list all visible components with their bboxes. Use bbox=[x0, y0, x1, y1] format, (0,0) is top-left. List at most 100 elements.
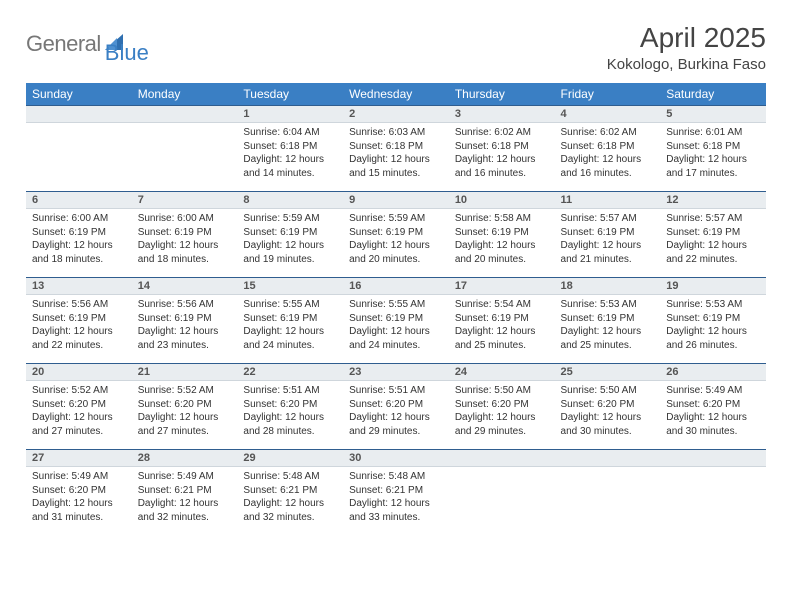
day-details: Sunrise: 5:49 AMSunset: 6:20 PMDaylight:… bbox=[660, 381, 766, 444]
day-number: 18 bbox=[555, 277, 661, 295]
sunrise-text: Sunrise: 5:48 AM bbox=[243, 470, 337, 484]
calendar-cell: 19Sunrise: 5:53 AMSunset: 6:19 PMDayligh… bbox=[660, 277, 766, 363]
sunset-text: Sunset: 6:18 PM bbox=[349, 140, 443, 154]
day-number: 2 bbox=[343, 105, 449, 123]
daylight-text: Daylight: 12 hours and 33 minutes. bbox=[349, 497, 443, 524]
calendar-cell: 24Sunrise: 5:50 AMSunset: 6:20 PMDayligh… bbox=[449, 363, 555, 449]
sunrise-text: Sunrise: 5:51 AM bbox=[349, 384, 443, 398]
calendar-cell: 23Sunrise: 5:51 AMSunset: 6:20 PMDayligh… bbox=[343, 363, 449, 449]
day-number: 9 bbox=[343, 191, 449, 209]
daylight-text: Daylight: 12 hours and 19 minutes. bbox=[243, 239, 337, 266]
daylight-text: Daylight: 12 hours and 20 minutes. bbox=[455, 239, 549, 266]
day-details: Sunrise: 5:49 AMSunset: 6:21 PMDaylight:… bbox=[132, 467, 238, 530]
sunrise-text: Sunrise: 5:55 AM bbox=[243, 298, 337, 312]
calendar-cell: 18Sunrise: 5:53 AMSunset: 6:19 PMDayligh… bbox=[555, 277, 661, 363]
sunset-text: Sunset: 6:20 PM bbox=[349, 398, 443, 412]
daylight-text: Daylight: 12 hours and 18 minutes. bbox=[32, 239, 126, 266]
day-details: Sunrise: 5:55 AMSunset: 6:19 PMDaylight:… bbox=[343, 295, 449, 358]
calendar-cell: 6Sunrise: 6:00 AMSunset: 6:19 PMDaylight… bbox=[26, 191, 132, 277]
calendar-week-row: 6Sunrise: 6:00 AMSunset: 6:19 PMDaylight… bbox=[26, 191, 766, 277]
sunset-text: Sunset: 6:18 PM bbox=[561, 140, 655, 154]
sunrise-text: Sunrise: 5:54 AM bbox=[455, 298, 549, 312]
weekday-header: Tuesday bbox=[237, 83, 343, 105]
daylight-text: Daylight: 12 hours and 20 minutes. bbox=[349, 239, 443, 266]
sunset-text: Sunset: 6:19 PM bbox=[561, 312, 655, 326]
day-details bbox=[26, 123, 132, 132]
day-number bbox=[660, 449, 766, 467]
sunset-text: Sunset: 6:21 PM bbox=[243, 484, 337, 498]
daylight-text: Daylight: 12 hours and 14 minutes. bbox=[243, 153, 337, 180]
day-details: Sunrise: 5:59 AMSunset: 6:19 PMDaylight:… bbox=[343, 209, 449, 272]
calendar-week-row: 13Sunrise: 5:56 AMSunset: 6:19 PMDayligh… bbox=[26, 277, 766, 363]
day-number: 29 bbox=[237, 449, 343, 467]
sunset-text: Sunset: 6:19 PM bbox=[243, 226, 337, 240]
sunrise-text: Sunrise: 5:53 AM bbox=[666, 298, 760, 312]
day-details: Sunrise: 6:02 AMSunset: 6:18 PMDaylight:… bbox=[555, 123, 661, 186]
calendar-cell: 9Sunrise: 5:59 AMSunset: 6:19 PMDaylight… bbox=[343, 191, 449, 277]
day-details: Sunrise: 6:04 AMSunset: 6:18 PMDaylight:… bbox=[237, 123, 343, 186]
sunrise-text: Sunrise: 5:53 AM bbox=[561, 298, 655, 312]
calendar-cell: 30Sunrise: 5:48 AMSunset: 6:21 PMDayligh… bbox=[343, 449, 449, 535]
day-number: 16 bbox=[343, 277, 449, 295]
calendar-cell: 10Sunrise: 5:58 AMSunset: 6:19 PMDayligh… bbox=[449, 191, 555, 277]
weekday-header-row: SundayMondayTuesdayWednesdayThursdayFrid… bbox=[26, 83, 766, 105]
sunset-text: Sunset: 6:19 PM bbox=[138, 226, 232, 240]
daylight-text: Daylight: 12 hours and 24 minutes. bbox=[243, 325, 337, 352]
day-number: 14 bbox=[132, 277, 238, 295]
daylight-text: Daylight: 12 hours and 29 minutes. bbox=[455, 411, 549, 438]
sunrise-text: Sunrise: 6:00 AM bbox=[138, 212, 232, 226]
sunrise-text: Sunrise: 5:55 AM bbox=[349, 298, 443, 312]
day-details: Sunrise: 6:01 AMSunset: 6:18 PMDaylight:… bbox=[660, 123, 766, 186]
sunset-text: Sunset: 6:21 PM bbox=[349, 484, 443, 498]
day-details: Sunrise: 5:50 AMSunset: 6:20 PMDaylight:… bbox=[449, 381, 555, 444]
sunset-text: Sunset: 6:19 PM bbox=[138, 312, 232, 326]
sunset-text: Sunset: 6:18 PM bbox=[243, 140, 337, 154]
calendar-cell bbox=[132, 105, 238, 191]
calendar-cell: 29Sunrise: 5:48 AMSunset: 6:21 PMDayligh… bbox=[237, 449, 343, 535]
day-details: Sunrise: 5:52 AMSunset: 6:20 PMDaylight:… bbox=[26, 381, 132, 444]
day-number: 20 bbox=[26, 363, 132, 381]
calendar-cell: 2Sunrise: 6:03 AMSunset: 6:18 PMDaylight… bbox=[343, 105, 449, 191]
calendar-body: 1Sunrise: 6:04 AMSunset: 6:18 PMDaylight… bbox=[26, 105, 766, 535]
calendar-cell bbox=[660, 449, 766, 535]
daylight-text: Daylight: 12 hours and 32 minutes. bbox=[138, 497, 232, 524]
calendar-cell: 13Sunrise: 5:56 AMSunset: 6:19 PMDayligh… bbox=[26, 277, 132, 363]
calendar-cell: 27Sunrise: 5:49 AMSunset: 6:20 PMDayligh… bbox=[26, 449, 132, 535]
daylight-text: Daylight: 12 hours and 22 minutes. bbox=[666, 239, 760, 266]
day-number: 22 bbox=[237, 363, 343, 381]
day-number: 12 bbox=[660, 191, 766, 209]
sunrise-text: Sunrise: 5:51 AM bbox=[243, 384, 337, 398]
calendar-cell bbox=[449, 449, 555, 535]
sunset-text: Sunset: 6:19 PM bbox=[455, 312, 549, 326]
weekday-header: Monday bbox=[132, 83, 238, 105]
sunset-text: Sunset: 6:19 PM bbox=[243, 312, 337, 326]
sunrise-text: Sunrise: 5:49 AM bbox=[138, 470, 232, 484]
calendar-cell: 3Sunrise: 6:02 AMSunset: 6:18 PMDaylight… bbox=[449, 105, 555, 191]
day-number: 23 bbox=[343, 363, 449, 381]
logo: General Blue bbox=[26, 22, 149, 66]
logo-text-blue: Blue bbox=[105, 40, 149, 65]
calendar-cell: 16Sunrise: 5:55 AMSunset: 6:19 PMDayligh… bbox=[343, 277, 449, 363]
sunrise-text: Sunrise: 5:49 AM bbox=[32, 470, 126, 484]
daylight-text: Daylight: 12 hours and 28 minutes. bbox=[243, 411, 337, 438]
day-number: 6 bbox=[26, 191, 132, 209]
day-details: Sunrise: 5:55 AMSunset: 6:19 PMDaylight:… bbox=[237, 295, 343, 358]
day-details: Sunrise: 5:57 AMSunset: 6:19 PMDaylight:… bbox=[555, 209, 661, 272]
day-details: Sunrise: 5:59 AMSunset: 6:19 PMDaylight:… bbox=[237, 209, 343, 272]
calendar-cell: 28Sunrise: 5:49 AMSunset: 6:21 PMDayligh… bbox=[132, 449, 238, 535]
day-number: 27 bbox=[26, 449, 132, 467]
calendar-cell: 22Sunrise: 5:51 AMSunset: 6:20 PMDayligh… bbox=[237, 363, 343, 449]
day-number bbox=[132, 105, 238, 123]
heading: April 2025 Kokologo, Burkina Faso bbox=[607, 22, 766, 73]
day-details: Sunrise: 5:53 AMSunset: 6:19 PMDaylight:… bbox=[660, 295, 766, 358]
day-number: 19 bbox=[660, 277, 766, 295]
sunset-text: Sunset: 6:21 PM bbox=[138, 484, 232, 498]
calendar-cell: 21Sunrise: 5:52 AMSunset: 6:20 PMDayligh… bbox=[132, 363, 238, 449]
sunrise-text: Sunrise: 6:02 AM bbox=[561, 126, 655, 140]
sunrise-text: Sunrise: 6:04 AM bbox=[243, 126, 337, 140]
calendar-cell: 11Sunrise: 5:57 AMSunset: 6:19 PMDayligh… bbox=[555, 191, 661, 277]
daylight-text: Daylight: 12 hours and 22 minutes. bbox=[32, 325, 126, 352]
day-details: Sunrise: 5:58 AMSunset: 6:19 PMDaylight:… bbox=[449, 209, 555, 272]
day-number: 3 bbox=[449, 105, 555, 123]
day-details: Sunrise: 6:03 AMSunset: 6:18 PMDaylight:… bbox=[343, 123, 449, 186]
